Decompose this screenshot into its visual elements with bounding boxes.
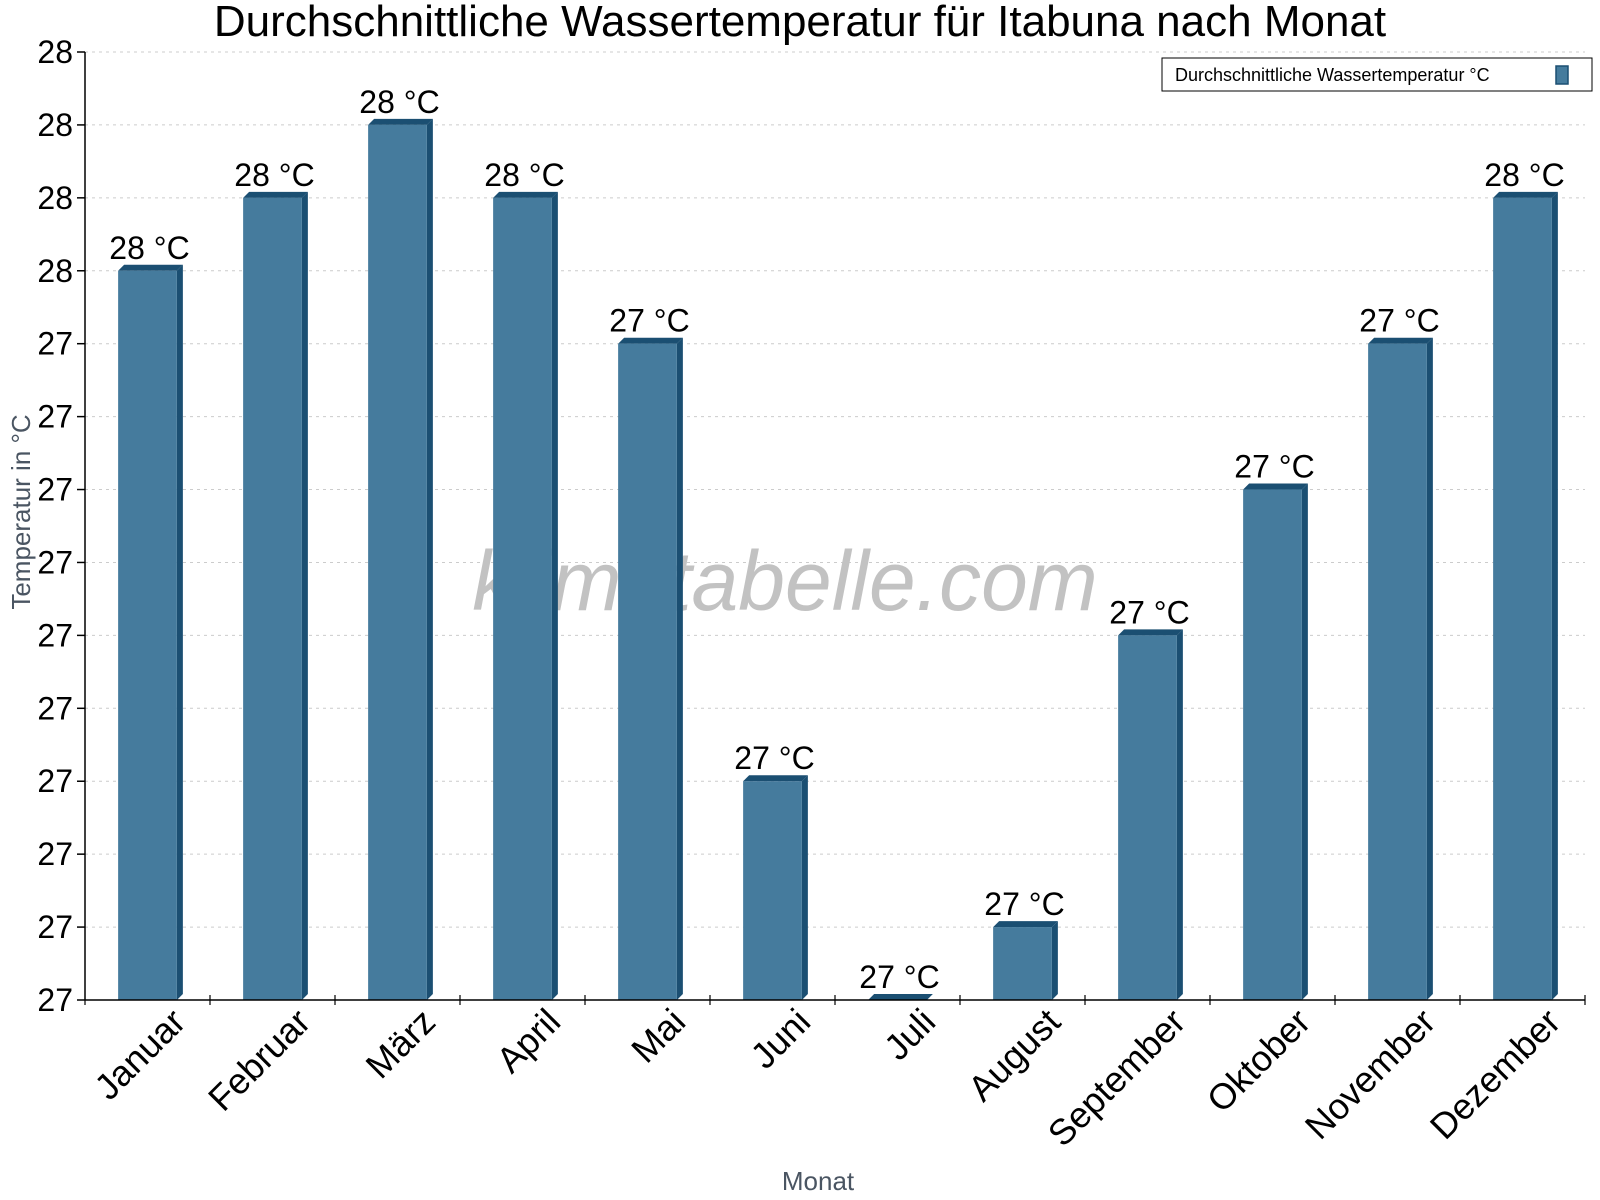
bar-face <box>1243 489 1302 1000</box>
x-tick-label: Juli <box>876 1001 943 1068</box>
bar-juli: 27 °C <box>859 959 940 1000</box>
legend-swatch <box>1555 65 1569 85</box>
bar-value-label: 28 °C <box>1484 157 1564 193</box>
bar-februar: 28 °C <box>234 157 315 1000</box>
bar-august: 27 °C <box>984 886 1065 1000</box>
x-tick-label: Juni <box>742 1001 818 1077</box>
bar-top <box>1243 483 1308 490</box>
bar-april: 28 °C <box>484 157 565 1000</box>
bar-side <box>176 264 183 1000</box>
y-tick-label: 28 <box>37 107 73 143</box>
bar-value-label: 27 °C <box>984 886 1064 922</box>
bar-face <box>118 270 177 1000</box>
bar-face <box>243 197 302 1000</box>
bar-face <box>993 927 1052 1000</box>
y-tick-label: 28 <box>37 34 73 70</box>
bar-value-label: 27 °C <box>1359 303 1439 339</box>
legend-label: Durchschnittliche Wassertemperatur °C <box>1175 65 1490 85</box>
chart-title: Durchschnittliche Wassertemperatur für I… <box>214 0 1386 46</box>
y-tick-label: 27 <box>37 763 73 799</box>
bar-september: 27 °C <box>1109 594 1190 1000</box>
bar-top <box>493 191 558 198</box>
x-tick-label: Februar <box>200 1001 318 1119</box>
bar-face <box>368 124 427 1000</box>
bar-face <box>618 343 677 1000</box>
bar-dezember: 28 °C <box>1484 157 1565 1000</box>
y-tick-label: 27 <box>37 690 73 726</box>
bar-value-label: 27 °C <box>609 303 689 339</box>
bar-top <box>243 191 308 198</box>
bar-face <box>743 781 802 1000</box>
bar-face <box>1118 635 1177 1000</box>
x-tick-label: Januar <box>86 1001 193 1108</box>
y-tick-label: 27 <box>37 544 73 580</box>
y-tick-label: 27 <box>37 326 73 362</box>
bar-side <box>426 118 433 1000</box>
bar-top <box>118 264 183 271</box>
bar-side <box>1051 921 1058 1000</box>
axes <box>84 52 1585 1001</box>
bar-side <box>676 337 683 1000</box>
bar-value-label: 28 °C <box>109 230 189 266</box>
bar-top <box>1493 191 1558 198</box>
bar-side <box>1551 191 1558 1000</box>
bar-side <box>1301 483 1308 1000</box>
bar-value-label: 27 °C <box>859 959 939 995</box>
y-tick-label: 27 <box>37 909 73 945</box>
watermark: klimatabelle.com <box>472 534 1098 628</box>
bar-side <box>551 191 558 1000</box>
bar-januar: 28 °C <box>109 230 190 1000</box>
bar-value-label: 28 °C <box>234 157 314 193</box>
bar-oktober: 27 °C <box>1234 449 1315 1000</box>
y-axis-ticks: 27 27 27 27 27 27 27 27 27 27 28 28 28 28 <box>37 34 85 1018</box>
y-tick-label: 28 <box>37 253 73 289</box>
bar-value-label: 27 °C <box>1109 594 1189 630</box>
bar-top <box>1118 629 1183 636</box>
bar-top <box>618 337 683 344</box>
x-tick-label: November <box>1297 1001 1443 1147</box>
bar-value-label: 28 °C <box>484 157 564 193</box>
x-tick-label: Mai <box>623 1001 693 1071</box>
legend-box <box>1161 57 1593 92</box>
bar-face <box>1493 197 1552 1000</box>
bar-face <box>1368 343 1427 1000</box>
bar-top <box>368 118 433 125</box>
x-tick-label: März <box>358 1001 444 1087</box>
bar-value-label: 27 °C <box>1234 449 1314 485</box>
y-tick-label: 27 <box>37 617 73 653</box>
y-axis-title: Temperatur in °C <box>6 414 36 609</box>
bar-top <box>743 775 808 782</box>
y-tick-label: 27 <box>37 982 73 1018</box>
bar-value-label: 28 °C <box>359 84 439 120</box>
bar-mai: 27 °C <box>609 303 690 1000</box>
bar-side <box>801 775 808 1000</box>
bar-value-label: 27 °C <box>734 740 814 776</box>
bar-juni: 27 °C <box>734 740 815 1000</box>
y-tick-label: 28 <box>37 180 73 216</box>
bar-top <box>993 921 1058 928</box>
x-axis-title: Monat <box>782 1166 855 1196</box>
x-axis-ticks: Januar Februar März April Mai Juni Juli AugustS… <box>84 995 1586 1155</box>
bar-face <box>493 197 552 1000</box>
bar-märz: 28 °C <box>359 84 440 1000</box>
y-tick-label: 27 <box>37 472 73 508</box>
x-tick-label: August <box>960 1001 1068 1109</box>
x-tick-label: April <box>488 1001 568 1081</box>
bar-side <box>1426 337 1433 1000</box>
bar-top <box>1368 337 1433 344</box>
y-tick-label: 27 <box>37 399 73 435</box>
x-tick-label: Oktober <box>1199 1001 1319 1121</box>
x-tick-label: Dezember <box>1422 1001 1568 1147</box>
bar-side <box>1176 629 1183 1000</box>
gridlines <box>85 51 1585 928</box>
bar-side <box>301 191 308 1000</box>
bars: 28 °C 28 °C 28 °C 28 °C 27 °C 27 °C 27 °C 27 °C… <box>109 84 1565 1000</box>
bar-top <box>868 994 933 1000</box>
bar-november: 27 °C <box>1359 303 1440 1000</box>
legend: Durchschnittliche Wassertemperatur °C <box>1161 57 1593 92</box>
y-tick-label: 27 <box>37 836 73 872</box>
x-tick-label: September <box>1040 1001 1194 1155</box>
